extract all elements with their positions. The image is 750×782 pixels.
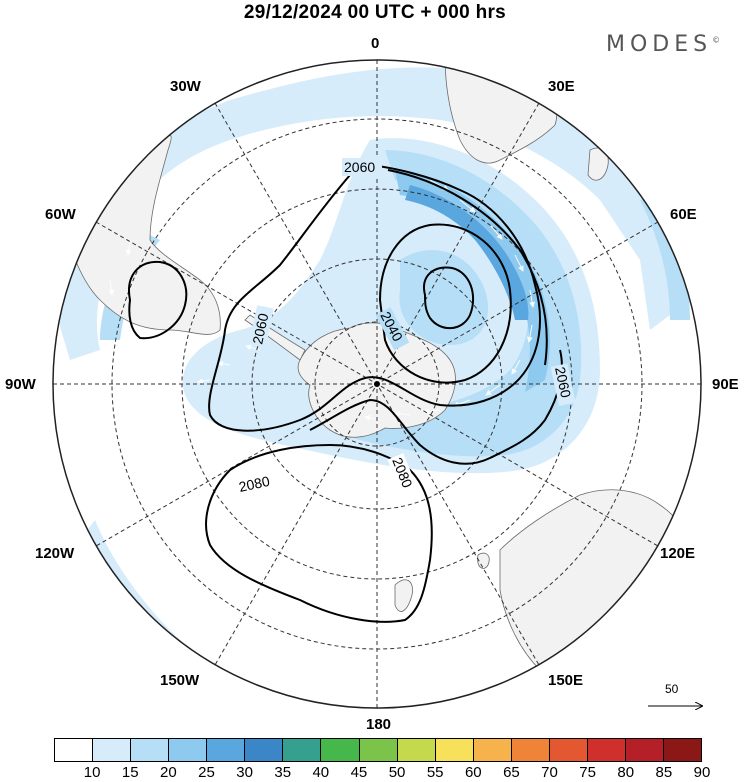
colorbar-segment (587, 739, 626, 761)
colorbar-tick-label: 90 (693, 764, 711, 781)
south-pole-marker (374, 381, 380, 387)
modes-logo: MODES© (606, 32, 721, 57)
contour-2080-sa (128, 260, 188, 340)
colorbar-tick-label: 25 (198, 764, 215, 781)
lon-label-0: 0 (371, 35, 380, 52)
colorbar-segment (169, 739, 208, 761)
contour-2080 (309, 349, 563, 465)
colorbar-tick-label: 40 (312, 764, 330, 781)
colorbar-segment (131, 739, 170, 761)
colorbar-tick-label: 65 (503, 764, 520, 781)
colorbar-tick-label: 60 (464, 764, 482, 781)
colorbar-tick-label: 80 (617, 764, 635, 781)
colorbar-segment (245, 739, 284, 761)
contour-2060 (208, 164, 541, 432)
lon-label-120e: 120E (660, 545, 696, 562)
contour-label: 2060 (344, 159, 375, 175)
colorbar-segment (93, 739, 132, 761)
lon-label-30e: 30E (548, 78, 575, 95)
colorbar-tick-label: 10 (83, 764, 101, 781)
contour-2040-inner (423, 266, 475, 330)
colorbar-tick-label: 45 (350, 764, 368, 781)
contour-label: 2080 (237, 473, 271, 495)
colorbar-segment (511, 739, 550, 761)
lon-label-180: 180 (366, 716, 392, 733)
map-title: 29/12/2024 00 UTC + 000 hrs (243, 2, 507, 23)
lon-label-30w: 30W (170, 78, 201, 95)
colorbar-segment (55, 739, 94, 761)
colorbar-segment (625, 739, 664, 761)
colorbar (54, 738, 702, 762)
map-boundary (52, 59, 702, 709)
lon-label-60e: 60E (670, 206, 697, 223)
colorbar-segment (473, 739, 512, 761)
lon-label-60w: 60W (45, 206, 76, 223)
lon-label-150w: 150W (160, 672, 200, 689)
colorbar-tick-label: 15 (121, 764, 139, 781)
colorbar-labels: 10 15 20 25 30 35 40 45 50 55 60 65 70 75 80 85 90 (0, 764, 750, 782)
colorbar-tick-label: 20 (160, 764, 177, 781)
contour-label: 2060 (249, 312, 271, 346)
colorbar-tick-label: 75 (579, 764, 596, 781)
colorbar-segment (549, 739, 588, 761)
colorbar-tick-label: 85 (655, 764, 673, 781)
colorbar-tick-label: 55 (426, 764, 444, 781)
australia (499, 489, 695, 695)
colorbar-tick-label: 70 (541, 764, 558, 781)
reference-vector-label: 50 (665, 682, 679, 696)
contour-label: 2060 (552, 365, 574, 399)
colorbar-segment (397, 739, 436, 761)
contour-2040 (378, 223, 512, 384)
contour-2080-south (205, 443, 433, 623)
contour-2060-outer (387, 169, 548, 366)
colorbar-tick-label: 35 (274, 764, 292, 781)
colorbar-segment (435, 739, 474, 761)
colorbar-segment (283, 739, 322, 761)
height-contours (128, 164, 563, 623)
lon-label-90w: 90W (5, 376, 36, 393)
colorbar-segment (359, 739, 398, 761)
new-zealand (394, 579, 413, 612)
lon-label-90e: 90E (712, 376, 739, 393)
lon-label-150e: 150E (548, 672, 584, 689)
colorbar-tick-label: 30 (236, 764, 253, 781)
lon-label-120w: 120W (35, 545, 75, 562)
colorbar-segment (207, 739, 246, 761)
colorbar-segment (321, 739, 360, 761)
colorbar-segment (664, 739, 702, 761)
colorbar-tick-label: 50 (388, 764, 406, 781)
